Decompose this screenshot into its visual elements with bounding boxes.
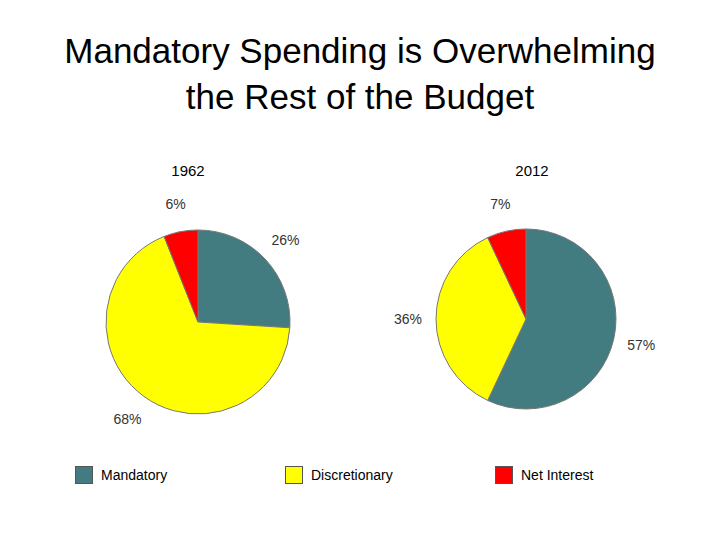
- svg-text:6%: 6%: [165, 196, 185, 212]
- html-text:Mandatory: Mandatory: [101, 467, 168, 483]
- html-text:1962: 1962: [171, 162, 205, 179]
- svg-text:57%: 57%: [627, 337, 655, 353]
- svg-text:26%: 26%: [271, 232, 299, 248]
- svg-text:68%: 68%: [113, 411, 141, 427]
- svg-text:7%: 7%: [490, 196, 510, 212]
- html-text:2012: 2012: [515, 162, 549, 179]
- svg-text:36%: 36%: [394, 311, 422, 327]
- html-text:Net Interest: Net Interest: [521, 467, 594, 483]
- html-text:Discretionary: Discretionary: [311, 467, 393, 483]
- html-text:Mandatory Spending is Overwhel: Mandatory Spending is Overwhelming the R…: [64, 31, 656, 116]
